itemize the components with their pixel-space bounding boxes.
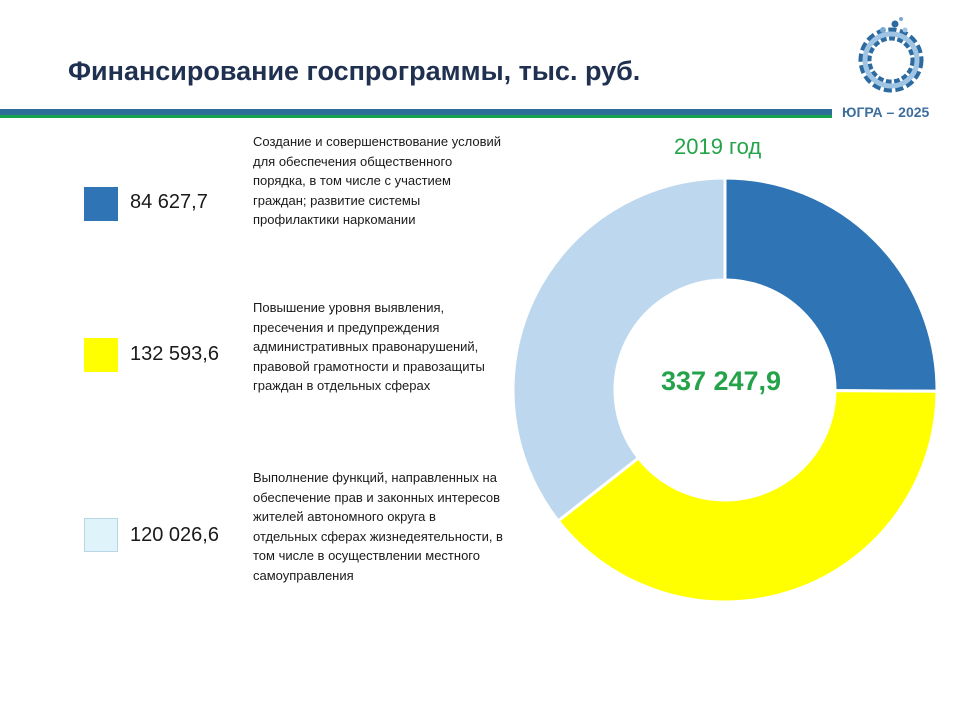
donut-slice-1 xyxy=(723,176,939,393)
chart-title: 2019 год xyxy=(674,134,762,159)
legend-swatch-2 xyxy=(84,338,118,372)
legend-swatch-3 xyxy=(84,518,118,552)
brand-label: ЮГРА – 2025 xyxy=(842,104,930,120)
header-rule-green xyxy=(0,115,832,118)
legend-description-2: Повышение уровня выявления, пресечения и… xyxy=(253,300,485,393)
legend-swatch-1 xyxy=(84,187,118,221)
yugra-logo-icon xyxy=(858,17,924,93)
legend-value-2: 132 593,6 xyxy=(130,343,219,365)
legend-value-1: 84 627,7 xyxy=(130,191,208,213)
donut-slice-2 xyxy=(556,389,939,604)
legend-value-3: 120 026,6 xyxy=(130,524,219,546)
header-rule-blue xyxy=(0,109,832,115)
donut-slice-3 xyxy=(511,176,727,523)
donut-chart: 337 247,9 xyxy=(511,176,939,604)
legend-description-1: Создание и совершенствование условий для… xyxy=(253,134,502,227)
chart-center-total: 337 247,9 xyxy=(661,366,781,396)
page-title: Финансирование госпрограммы, тыс. руб. xyxy=(68,56,641,86)
legend-description-3: Выполнение функций, направленных на обес… xyxy=(253,470,503,583)
